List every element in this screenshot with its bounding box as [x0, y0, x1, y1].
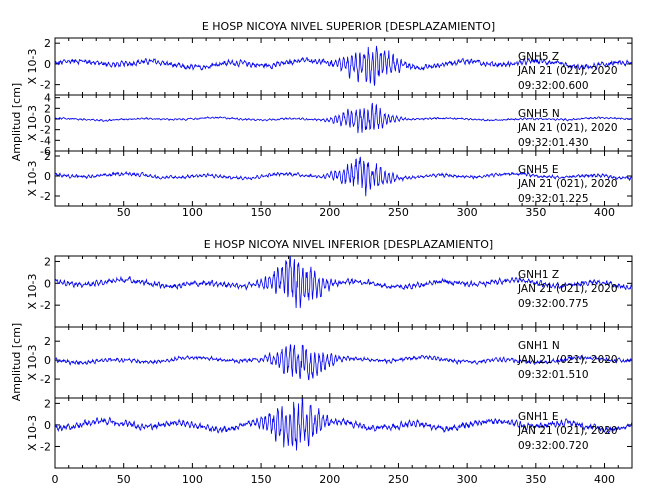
waveform-trace — [54, 256, 633, 309]
date-label: JAN 21 (021), 2020 — [517, 178, 618, 190]
channel-label: GNH5 Z — [518, 51, 559, 63]
waveform-trace — [54, 156, 633, 197]
date-label: JAN 21 (021), 2020 — [517, 65, 618, 77]
y-tick-label: 0 — [44, 170, 51, 183]
panel-scale-label: X 10-3 — [26, 345, 39, 381]
x-tick-label: 350 — [525, 473, 546, 486]
y-tick-label: -2 — [40, 373, 51, 386]
y-tick-label: -2 — [40, 124, 51, 137]
x-tick-label: 150 — [251, 206, 272, 219]
waveform-trace — [54, 102, 633, 134]
y-tick-label: 2 — [44, 37, 51, 50]
y-tick-label: -2 — [40, 79, 51, 92]
panel-scale-label: X 10-3 — [26, 49, 39, 85]
y-tick-label: 0 — [44, 58, 51, 71]
time-label: 09:32:01.510 — [518, 369, 589, 381]
time-label: 09:32:00.600 — [518, 80, 589, 92]
x-tick-label: 400 — [594, 473, 615, 486]
channel-label: GNH1 Z — [518, 269, 559, 281]
panel-scale-label: X 10-3 — [26, 274, 39, 310]
x-tick-label: 100 — [182, 206, 203, 219]
x-tick-label: 0 — [52, 473, 59, 486]
panel-scale-label: X 10-3 — [26, 105, 39, 141]
x-tick-label: 350 — [525, 206, 546, 219]
y-tick-label: -6 — [40, 145, 51, 158]
date-label: JAN 21 (021), 2020 — [517, 122, 618, 134]
waveform-trace — [54, 343, 633, 381]
date-label: JAN 21 (021), 2020 — [517, 425, 618, 437]
y-tick-label: -2 — [40, 299, 51, 312]
x-tick-label: 150 — [251, 473, 272, 486]
x-tick-label: 50 — [117, 473, 131, 486]
time-label: 09:32:01.430 — [518, 137, 589, 149]
date-label: JAN 21 (021), 2020 — [517, 283, 618, 295]
channel-label: GNH5 N — [518, 108, 560, 120]
channel-label: GNH5 E — [518, 164, 559, 176]
x-tick-label: 250 — [388, 206, 409, 219]
y-tick-label: 2 — [44, 335, 51, 348]
panel-scale-label: X 10-3 — [26, 415, 39, 451]
y-axis-label: Amplitud [cm] — [10, 323, 23, 401]
x-tick-label: 300 — [457, 206, 478, 219]
x-tick-label: 250 — [388, 473, 409, 486]
waveform-trace — [54, 45, 633, 86]
time-label: 09:32:00.775 — [518, 298, 589, 310]
panel-scale-label: X 10-3 — [26, 161, 39, 197]
y-tick-label: 4 — [44, 92, 51, 105]
x-tick-label: 50 — [117, 206, 131, 219]
chart-title: E HOSP NICOYA NIVEL INFERIOR [DESPLAZAMI… — [204, 238, 493, 251]
y-tick-label: 2 — [44, 397, 51, 410]
y-tick-label: 0 — [44, 277, 51, 290]
y-tick-label: 2 — [44, 102, 51, 115]
channel-label: GNH1 E — [518, 411, 559, 423]
y-axis-label: Amplitud [cm] — [10, 83, 23, 161]
y-tick-label: 0 — [44, 113, 51, 126]
y-tick-label: 2 — [44, 255, 51, 268]
time-label: 09:32:00.720 — [518, 440, 589, 452]
y-tick-label: 2 — [44, 150, 51, 163]
x-tick-label: 200 — [319, 206, 340, 219]
x-tick-label: 300 — [457, 473, 478, 486]
waveform-trace — [54, 398, 633, 451]
y-tick-label: -4 — [40, 134, 51, 147]
x-tick-label: 100 — [182, 473, 203, 486]
chart-title: E HOSP NICOYA NIVEL SUPERIOR [DESPLAZAMI… — [202, 20, 495, 33]
channel-label: GNH1 N — [518, 340, 560, 352]
x-tick-label: 400 — [594, 206, 615, 219]
y-tick-label: -2 — [40, 440, 51, 453]
y-tick-label: 0 — [44, 419, 51, 432]
x-tick-label: 200 — [319, 473, 340, 486]
y-tick-label: -2 — [40, 190, 51, 203]
date-label: JAN 21 (021), 2020 — [517, 354, 618, 366]
time-label: 09:32:01.225 — [518, 193, 589, 205]
y-tick-label: 0 — [44, 354, 51, 367]
